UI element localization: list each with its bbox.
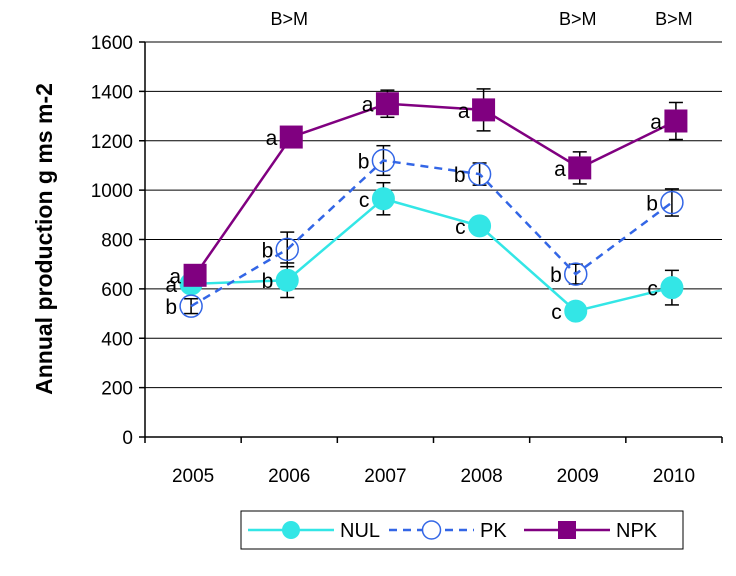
legend-label: PK bbox=[480, 520, 507, 542]
significance-letter: c bbox=[455, 216, 466, 239]
series-line bbox=[194, 102, 677, 277]
data-point bbox=[468, 214, 492, 238]
significance-letter: c bbox=[647, 278, 658, 301]
data-point bbox=[371, 187, 395, 211]
x-tick-label: 2009 bbox=[557, 466, 599, 487]
series-nul bbox=[179, 181, 684, 323]
significance-letter: a bbox=[362, 94, 374, 117]
data-point bbox=[371, 148, 396, 173]
x-tick-label: 2006 bbox=[268, 466, 310, 487]
x-tick-label: 2010 bbox=[653, 466, 695, 487]
data-point bbox=[467, 162, 492, 186]
data-point bbox=[179, 294, 203, 318]
significance-letter: b bbox=[165, 296, 177, 319]
y-tick-label: 0 bbox=[122, 428, 133, 449]
significance-letter: a bbox=[458, 100, 470, 123]
x-tick-labels: 2005 2006 2007 2008 2009 2010 bbox=[172, 466, 695, 487]
x-tick-label: 2005 bbox=[172, 466, 214, 487]
legend: NUL PK NPK bbox=[240, 510, 684, 550]
data-point bbox=[568, 156, 592, 180]
y-tick-label: 1400 bbox=[91, 82, 133, 103]
y-axis-label: Annual production g ms m-2 bbox=[31, 83, 57, 395]
significance-letter: a bbox=[169, 265, 181, 288]
data-point bbox=[564, 299, 588, 323]
series-line bbox=[191, 197, 673, 313]
significance-letter: b bbox=[454, 164, 466, 187]
y-tick-label: 1000 bbox=[91, 181, 133, 202]
annotation-text: B>M bbox=[559, 9, 597, 29]
legend-entry-pk: PK bbox=[389, 520, 507, 542]
x-tick-label: 2008 bbox=[460, 466, 502, 487]
y-tick-label: 600 bbox=[101, 280, 133, 301]
legend-marker bbox=[558, 521, 576, 539]
legend-marker bbox=[421, 520, 442, 540]
significance-letter: b bbox=[358, 151, 370, 174]
legend-entry-npk: NPK bbox=[524, 520, 658, 542]
data-point bbox=[279, 125, 303, 149]
significance-letter: b bbox=[646, 192, 658, 215]
series bbox=[179, 88, 688, 323]
y-tick-label: 400 bbox=[101, 329, 133, 350]
significance-letter: b bbox=[262, 270, 274, 293]
data-point bbox=[275, 237, 299, 262]
significance-letter: a bbox=[650, 111, 662, 134]
gridlines bbox=[145, 41, 722, 389]
data-point bbox=[375, 92, 399, 116]
legend-label: NUL bbox=[340, 520, 380, 542]
significance-letter: b bbox=[550, 264, 562, 287]
data-point bbox=[564, 262, 588, 286]
legend-label: NPK bbox=[616, 520, 658, 542]
data-point bbox=[472, 98, 496, 122]
x-tick-label: 2007 bbox=[364, 466, 406, 487]
y-tick-label: 800 bbox=[101, 231, 133, 252]
legend-entry-nul: NUL bbox=[248, 520, 380, 542]
data-point bbox=[660, 276, 684, 300]
significance-letter: c bbox=[551, 301, 562, 324]
data-point bbox=[183, 263, 207, 287]
series-npk bbox=[183, 88, 688, 287]
data-point bbox=[660, 190, 684, 215]
y-tick-labels: 0 200 400 600 800 1000 1200 1400 1600 bbox=[91, 33, 133, 449]
top-annotations: B>M B>M B>M bbox=[270, 9, 692, 29]
significance-letter: a bbox=[266, 127, 278, 150]
y-tick-label: 1200 bbox=[91, 132, 133, 153]
y-tick-label: 1600 bbox=[91, 33, 133, 54]
axes bbox=[139, 41, 723, 443]
data-point bbox=[664, 109, 688, 133]
significance-letter: b bbox=[262, 239, 274, 262]
annotation-text: B>M bbox=[270, 9, 308, 29]
annotation-text: B>M bbox=[655, 9, 693, 29]
legend-marker bbox=[282, 521, 300, 539]
significance-letter: c bbox=[359, 189, 370, 212]
data-point bbox=[275, 268, 299, 292]
y-tick-label: 200 bbox=[101, 379, 133, 400]
significance-letter: a bbox=[165, 274, 177, 297]
significance-letter: a bbox=[554, 158, 566, 181]
series-pk bbox=[179, 144, 684, 318]
